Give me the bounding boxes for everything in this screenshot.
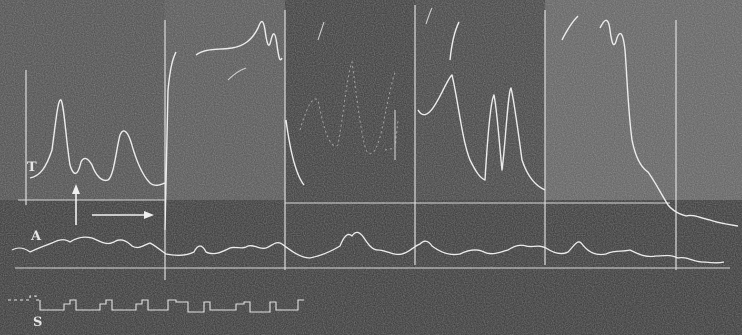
action-trace-start (11, 247, 31, 253)
label-s: S (33, 315, 43, 330)
baselines (15, 199, 730, 269)
tension-segment-4 (417, 21, 546, 191)
divider-lines (25, 5, 677, 280)
signal-trace-pulses (39, 299, 304, 313)
arrow-up-head (72, 184, 80, 194)
arrows (72, 184, 154, 225)
tension-segment-3 (285, 119, 305, 186)
tension-segment-2 (167, 20, 283, 91)
signal-trace-start (8, 295, 40, 301)
ghost-mark-3 (425, 7, 433, 25)
tension-trace (29, 15, 739, 231)
label-a: A (31, 229, 42, 244)
arrow-right-head (144, 211, 154, 219)
signal-trace (8, 295, 304, 313)
tension-segment-1 (29, 99, 166, 186)
tension-segment-5 (599, 19, 739, 227)
label-t: T (27, 160, 37, 175)
ghost-mark-2 (317, 21, 325, 41)
tension-segment-5-start (561, 15, 579, 41)
action-trace (29, 231, 725, 264)
tension-segment-2-left (164, 89, 169, 231)
ghost-marks (227, 7, 433, 160)
ghost-mark-1 (227, 67, 247, 81)
ghost-trace-1 (299, 60, 397, 155)
